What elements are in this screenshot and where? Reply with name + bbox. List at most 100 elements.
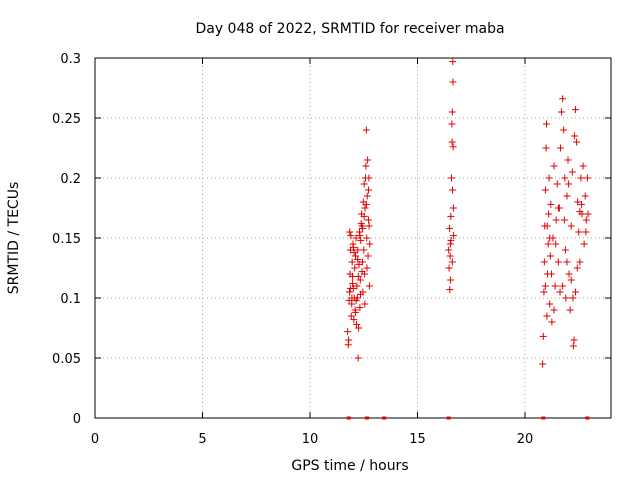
data-point <box>447 212 455 220</box>
data-point <box>363 234 371 242</box>
data-point <box>576 258 584 266</box>
data-point <box>349 280 357 288</box>
data-point <box>551 282 559 290</box>
data-point <box>449 204 457 212</box>
data-point <box>541 282 549 290</box>
x-axis-label: GPS time / hours <box>291 458 408 474</box>
data-point <box>566 306 574 314</box>
data-point <box>543 120 550 128</box>
data-point <box>363 264 371 272</box>
data-point <box>539 360 547 368</box>
data-point <box>579 162 587 170</box>
data-point <box>447 174 455 182</box>
data-point <box>547 270 555 278</box>
data-point <box>569 342 577 350</box>
data-point <box>554 204 562 212</box>
data-point <box>363 192 371 200</box>
x-tick-labels: 0 5 10 15 20 <box>91 432 533 447</box>
data-point <box>556 144 564 152</box>
data-point <box>540 258 548 266</box>
data-point <box>354 272 362 280</box>
data-point <box>565 270 573 278</box>
data-point <box>545 174 553 182</box>
data-point <box>550 162 558 170</box>
data-point <box>351 264 359 272</box>
data-point <box>361 204 369 212</box>
data-point <box>347 312 355 320</box>
data-point <box>562 294 570 302</box>
grid-lines <box>95 58 611 418</box>
y-tick-labels: 0 0.05 0.1 0.15 0.2 0.25 0.3 <box>52 52 81 427</box>
data-points <box>344 58 592 420</box>
data-point <box>573 264 581 272</box>
y-tick-label: 0.15 <box>52 232 81 247</box>
data-point <box>345 336 353 344</box>
x-tick-label: 0 <box>91 432 99 447</box>
data-point <box>546 300 554 308</box>
data-point <box>564 156 572 164</box>
data-point <box>362 162 370 170</box>
x-tick-label: 10 <box>302 432 319 447</box>
data-point <box>354 256 362 264</box>
data-point <box>365 282 373 290</box>
data-point <box>572 288 580 296</box>
data-point <box>449 78 457 86</box>
data-point <box>346 288 354 296</box>
data-point <box>346 228 354 236</box>
data-point <box>449 58 457 66</box>
data-point <box>352 252 360 260</box>
y-axis-label: SRMTID / TECUs <box>6 182 22 295</box>
data-point <box>448 108 456 116</box>
data-point <box>361 300 369 308</box>
data-point <box>448 120 456 128</box>
data-point <box>539 332 547 340</box>
data-point <box>567 276 575 284</box>
data-point <box>347 232 355 240</box>
data-point <box>354 354 362 362</box>
x-tick-label: 5 <box>198 432 206 447</box>
y-tick-label: 0.3 <box>60 52 81 67</box>
data-point <box>559 282 567 290</box>
data-point <box>583 174 591 182</box>
data-point <box>546 252 554 260</box>
data-point <box>360 180 368 188</box>
data-point <box>352 296 360 304</box>
data-point <box>580 240 588 248</box>
data-point <box>352 234 360 242</box>
data-point <box>584 210 592 218</box>
data-point <box>357 290 365 298</box>
data-point <box>553 180 561 188</box>
data-point <box>448 138 456 146</box>
data-point <box>547 200 555 208</box>
data-point <box>446 240 454 248</box>
data-point <box>554 258 562 266</box>
data-point <box>360 212 368 220</box>
data-point <box>560 126 568 134</box>
data-point <box>362 200 370 208</box>
data-point <box>448 258 456 266</box>
data-point <box>366 240 374 248</box>
data-point <box>365 174 373 182</box>
data-point <box>359 224 367 232</box>
data-point <box>348 294 356 302</box>
data-point <box>447 236 455 244</box>
data-point <box>449 186 457 194</box>
y-tick-label: 0.25 <box>52 112 81 127</box>
data-point <box>573 138 581 146</box>
x-tick-label: 20 <box>517 432 534 447</box>
data-point <box>358 268 366 276</box>
data-point <box>570 132 578 140</box>
data-point <box>348 258 356 266</box>
data-point <box>563 258 571 266</box>
y-tick-label: 0.05 <box>52 352 81 367</box>
y-tick-label: 0.1 <box>60 292 81 307</box>
data-point <box>572 106 580 114</box>
data-point <box>548 318 556 326</box>
data-point <box>446 286 454 294</box>
data-point <box>360 246 368 254</box>
data-point <box>563 192 571 200</box>
data-point <box>356 276 364 284</box>
data-point <box>350 316 358 324</box>
data-point <box>582 216 590 224</box>
